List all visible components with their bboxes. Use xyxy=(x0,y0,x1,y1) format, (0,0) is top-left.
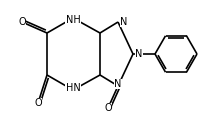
Text: O: O xyxy=(18,17,26,27)
Text: N: N xyxy=(114,79,122,89)
Text: NH: NH xyxy=(66,15,80,25)
Text: N: N xyxy=(135,49,142,59)
Text: HN: HN xyxy=(66,83,80,93)
Text: N: N xyxy=(120,17,127,27)
Text: O: O xyxy=(34,98,42,108)
Text: O: O xyxy=(104,103,112,113)
